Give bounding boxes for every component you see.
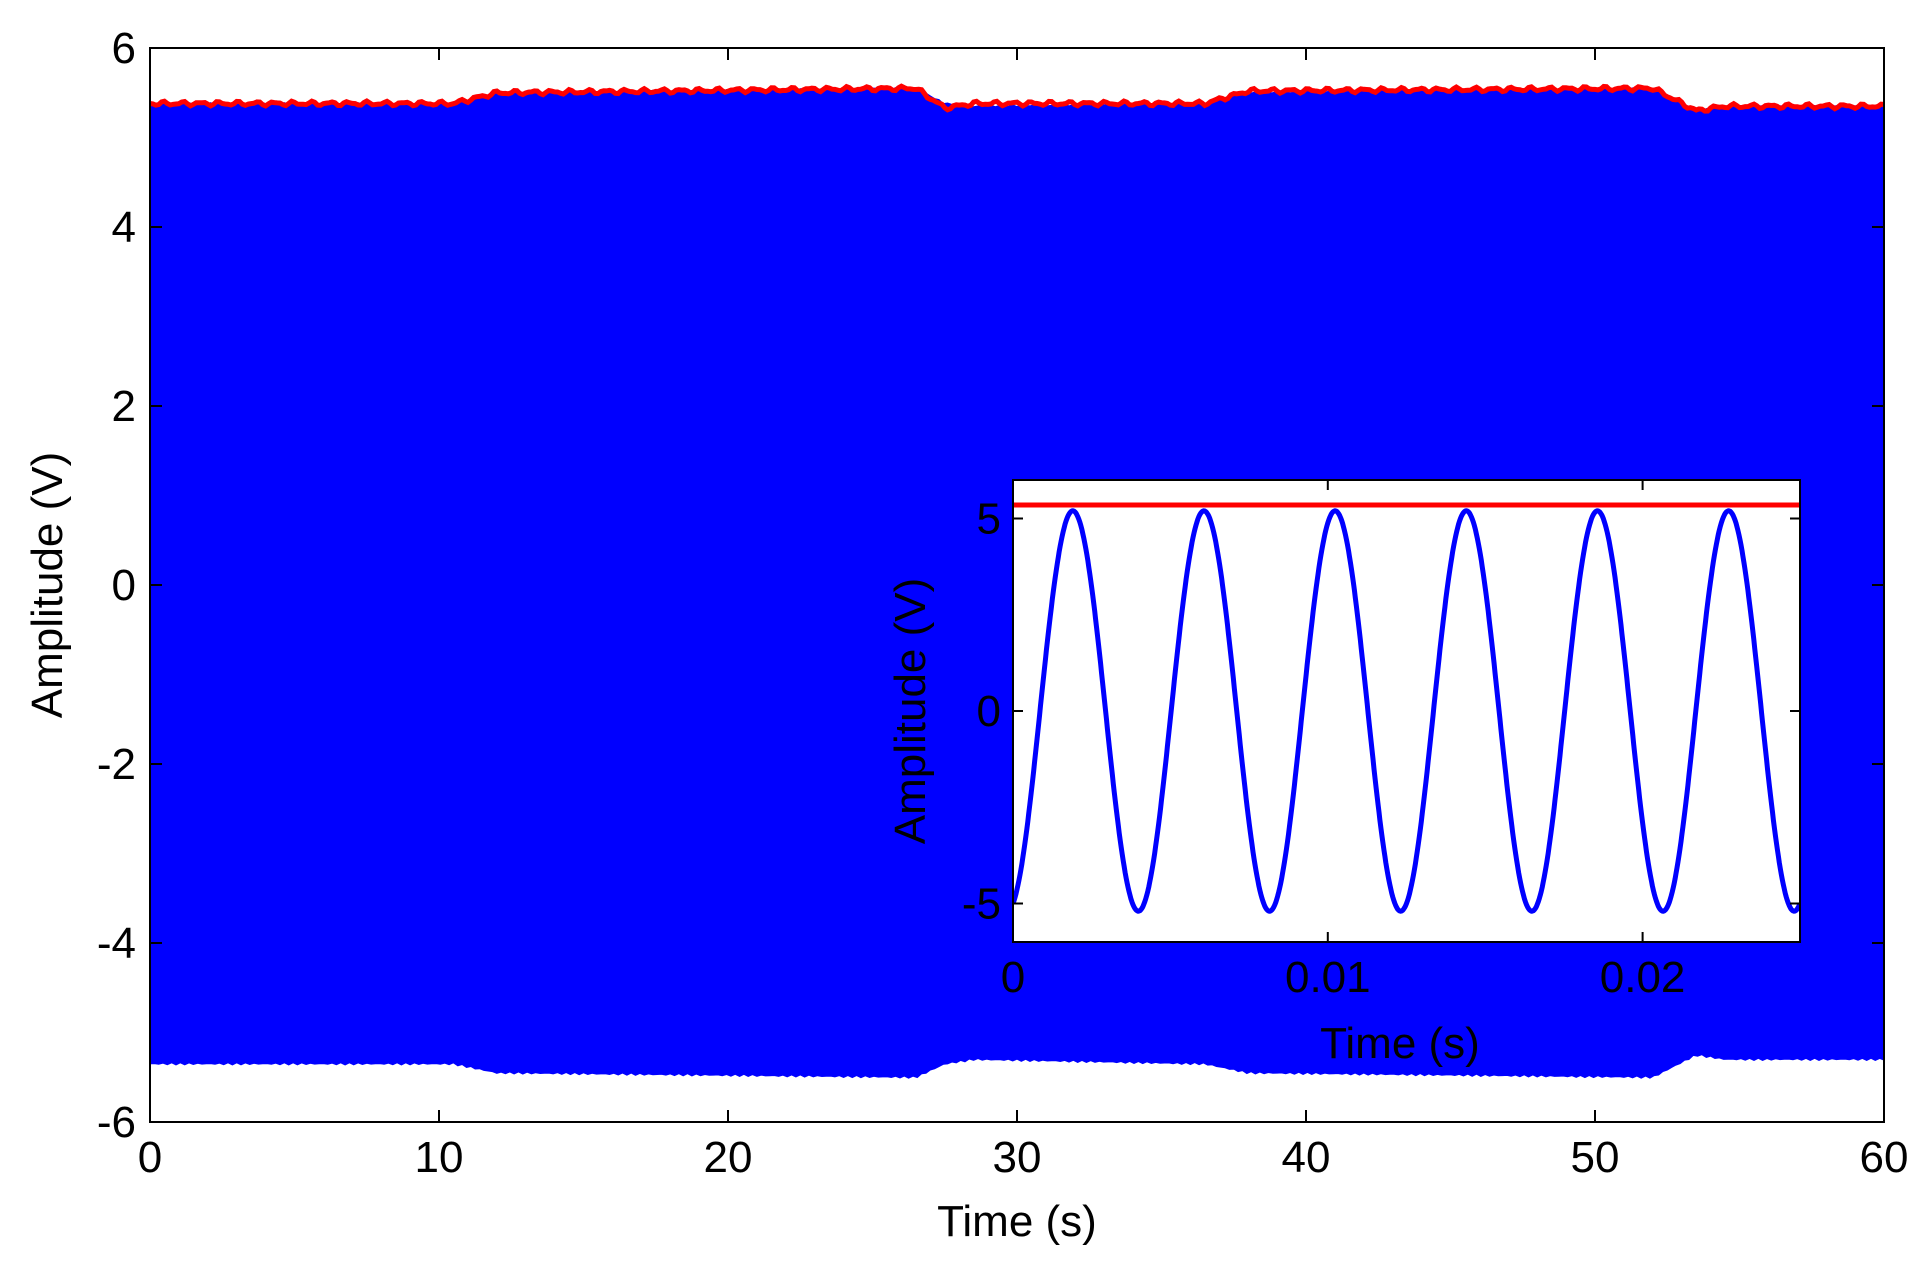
inset-x-axis-label: Time (s) xyxy=(1320,1019,1480,1068)
inset-background xyxy=(1013,480,1800,942)
inset-x-tick-label: 0.01 xyxy=(1285,953,1371,1002)
main-y-tick-label: 4 xyxy=(112,203,136,252)
main-x-tick-label: 50 xyxy=(1571,1133,1620,1182)
main-x-tick-label: 20 xyxy=(704,1133,753,1182)
main-red-envelope-line xyxy=(149,83,1885,114)
main-y-tick-label: 2 xyxy=(112,382,136,431)
inset-ticks: 0 0.01 0.02-505 xyxy=(962,480,1800,1002)
main-y-tick-label: -4 xyxy=(97,919,136,968)
inset-y-tick-label: 5 xyxy=(977,495,1001,544)
main-y-tick-label: -2 xyxy=(97,740,136,789)
inset-y-axis-label: Amplitude (V) xyxy=(886,578,935,845)
inset-blue-sinusoid xyxy=(1010,508,1803,914)
inset-x-tick-label: 0.02 xyxy=(1600,953,1686,1002)
main-y-tick-label: -6 xyxy=(97,1098,136,1147)
main-x-tick-label: 60 xyxy=(1860,1133,1909,1182)
main-y-tick-label: 0 xyxy=(112,561,136,610)
inset-y-tick-label: 0 xyxy=(977,687,1001,736)
main-x-tick-label: 30 xyxy=(993,1133,1042,1182)
inset-data-area xyxy=(1010,502,1803,914)
inset-x-tick-label: 0 xyxy=(1001,953,1025,1002)
main-x-tick-label: 0 xyxy=(138,1133,162,1182)
main-x-axis-label: Time (s) xyxy=(937,1197,1097,1246)
main-y-tick-label: 6 xyxy=(112,24,136,73)
main-y-axis-label: Amplitude (V) xyxy=(23,452,72,719)
main-x-tick-label: 40 xyxy=(1282,1133,1331,1182)
main-x-tick-label: 10 xyxy=(415,1133,464,1182)
inset-y-tick-label: -5 xyxy=(962,880,1001,929)
inset-plot: 0 0.01 0.02-505 Time (s) Amplitude (V) xyxy=(886,479,1803,1068)
